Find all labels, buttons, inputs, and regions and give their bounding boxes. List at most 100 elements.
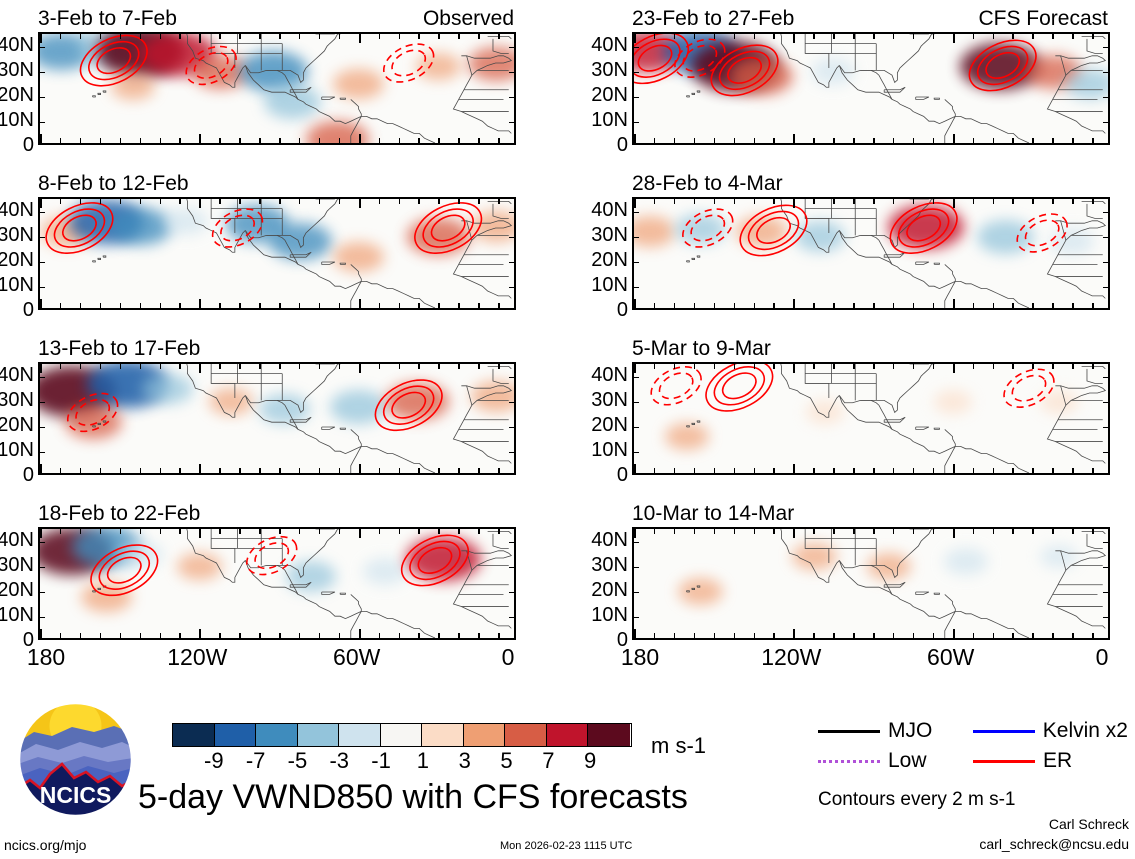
- x-tick: [498, 633, 500, 638]
- y-tick: [509, 401, 514, 404]
- colorbar-tick-3: 3: [458, 748, 471, 773]
- x-tick: [478, 34, 480, 39]
- x-tick: [1012, 364, 1014, 369]
- x-tick: [753, 468, 755, 473]
- x-tick: [298, 34, 301, 39]
- x-tick: [853, 529, 855, 534]
- x-tick: [653, 633, 656, 638]
- x-axis-obs-4: 180 120W 60W 0: [27, 644, 516, 674]
- x-tick: [873, 529, 875, 534]
- x-tick: [833, 529, 835, 534]
- x-tick: [773, 34, 775, 39]
- x-tick: [119, 364, 122, 369]
- x-tick: [219, 138, 221, 143]
- x-tick: [1092, 138, 1094, 143]
- x-tick: [753, 34, 755, 39]
- y-tick: [1103, 591, 1108, 594]
- x-tick: [458, 303, 460, 308]
- x-tick: [59, 199, 62, 204]
- y-tick: [634, 236, 639, 239]
- kelvin-line-icon: [973, 729, 1035, 733]
- shading-blob: [806, 399, 845, 424]
- shading-blob: [263, 84, 321, 119]
- map-panel-obs-4: 18-Feb to 22-Feb 40N 30N 20N 10N 0 180 120W 60W 0: [0, 503, 554, 678]
- x-tick: [892, 633, 895, 638]
- x-tick: [733, 468, 736, 473]
- footer-email[interactable]: carl_schreck@ncsu.edu: [979, 836, 1129, 852]
- shading-blob: [68, 199, 145, 244]
- y-tick: [40, 401, 45, 404]
- y-tick: [634, 451, 639, 454]
- x-tick: [139, 303, 142, 308]
- y-tick: [634, 376, 639, 379]
- y-tick: [40, 96, 45, 99]
- x-tick: [239, 34, 241, 39]
- x-tick: [40, 364, 42, 373]
- x-tick: [219, 34, 221, 39]
- x-tick: [733, 364, 736, 369]
- x-tick: [912, 138, 915, 143]
- x-tick: [653, 199, 656, 204]
- x-tick: [338, 34, 341, 39]
- x-tick: [378, 633, 381, 638]
- x-tick: [932, 468, 935, 473]
- x-tick: [159, 633, 161, 638]
- x-tick: [358, 299, 361, 308]
- x-tick: [458, 199, 460, 204]
- y-tick: [40, 426, 45, 429]
- y-tick: [1103, 376, 1108, 379]
- x-tick: [992, 303, 994, 308]
- x-tick: [358, 34, 361, 43]
- ncics-logo-text: NCICS: [40, 782, 112, 808]
- x-tick: [833, 199, 835, 204]
- shading-blob: [40, 366, 116, 418]
- y-tick: [634, 591, 639, 594]
- shading-blob: [664, 423, 710, 451]
- y-tick: [1103, 71, 1108, 74]
- x-tick: [673, 364, 676, 369]
- y-axis-label-30N: 30N: [0, 553, 34, 576]
- shading-blob: [1039, 389, 1079, 414]
- x-tick: [498, 303, 500, 308]
- x-tick: [219, 529, 221, 534]
- colorbar-tick-1: 1: [416, 748, 430, 773]
- x-tick: [458, 529, 460, 534]
- x-tick: [992, 633, 994, 638]
- x-tick: [952, 529, 955, 538]
- colorbar-cell-3: [297, 724, 339, 746]
- x-tick: [179, 529, 181, 534]
- x-tick: [498, 138, 500, 143]
- x-tick: [199, 299, 202, 308]
- shading-blob: [81, 581, 132, 613]
- x-tick: [972, 303, 975, 308]
- x-tick: [478, 199, 480, 204]
- map-panel-cfs-1: 23-Feb to 27-Feb CFS Forecast 40N 30N 20N 10N…: [591, 8, 1135, 183]
- x-tick: [932, 138, 935, 143]
- x-tick: [438, 529, 440, 534]
- colorbar-tick--1: -1: [371, 748, 391, 773]
- x-tick: [478, 303, 480, 308]
- colorbar-tick-9: 9: [584, 748, 597, 773]
- footer-url[interactable]: ncics.org/mjo: [4, 837, 87, 853]
- x-tick: [1032, 468, 1034, 473]
- x-tick: [398, 303, 400, 308]
- x-tick: [1032, 529, 1034, 534]
- x-tick: [378, 34, 381, 39]
- y-tick: [634, 211, 639, 214]
- x-tick: [298, 468, 301, 473]
- x-tick: [1092, 364, 1094, 369]
- x-tick: [713, 34, 716, 39]
- shading-blob: [678, 578, 723, 606]
- x-axis-label-60W: 60W: [927, 644, 975, 670]
- y-axis-label-0: 0: [22, 299, 34, 321]
- x-tick: [139, 529, 142, 534]
- x-tick: [932, 34, 935, 39]
- x-tick: [653, 34, 656, 39]
- x-tick: [873, 633, 875, 638]
- x-tick: [673, 138, 676, 143]
- legend-item-mjo: MJO: [818, 719, 973, 743]
- x-tick: [119, 34, 122, 39]
- y-axis-label-0: 0: [22, 629, 34, 651]
- x-tick: [1052, 633, 1054, 638]
- panel-title-obs-2: 8-Feb to 12-Feb: [38, 172, 189, 195]
